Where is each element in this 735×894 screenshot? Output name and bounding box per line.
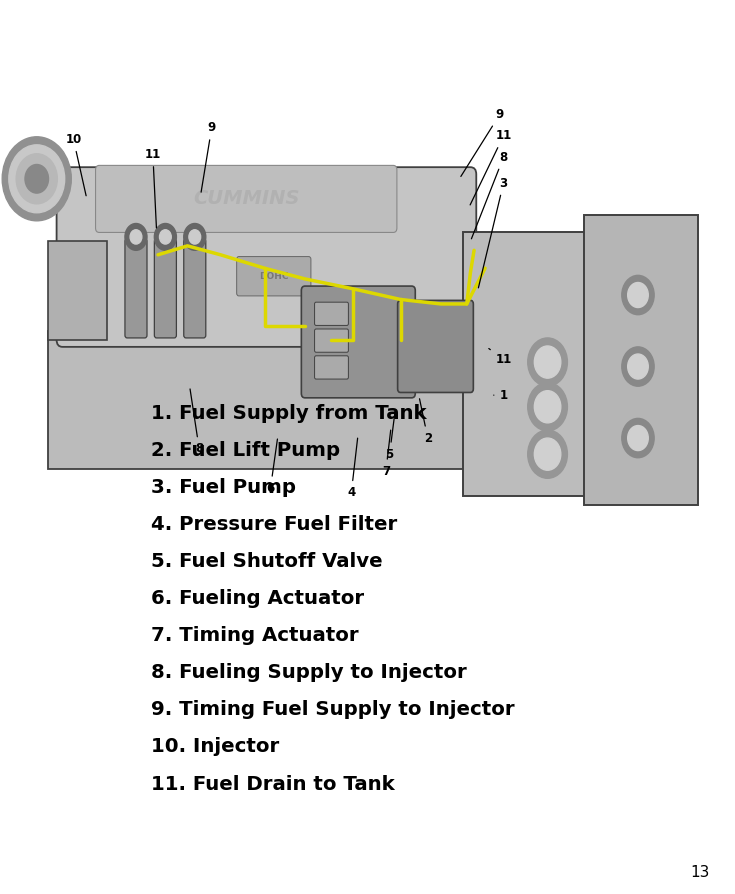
- Text: 11: 11: [145, 148, 161, 228]
- Text: 4: 4: [347, 438, 358, 499]
- Circle shape: [628, 283, 648, 308]
- Circle shape: [622, 275, 654, 315]
- Circle shape: [9, 145, 65, 213]
- Text: 6. Fueling Actuator: 6. Fueling Actuator: [151, 589, 364, 608]
- Circle shape: [534, 346, 561, 378]
- Text: 6: 6: [266, 439, 277, 494]
- Circle shape: [25, 164, 49, 193]
- Bar: [584, 215, 698, 505]
- Text: 9: 9: [461, 108, 504, 176]
- Circle shape: [125, 224, 147, 250]
- Circle shape: [159, 230, 171, 244]
- Circle shape: [628, 354, 648, 379]
- Text: 11. Fuel Drain to Tank: 11. Fuel Drain to Tank: [151, 774, 395, 794]
- Circle shape: [534, 438, 561, 470]
- Circle shape: [130, 230, 142, 244]
- Circle shape: [2, 137, 71, 221]
- Bar: [48, 241, 107, 340]
- FancyBboxPatch shape: [184, 239, 206, 338]
- Text: CUMMINS: CUMMINS: [193, 189, 299, 208]
- Text: 8: 8: [190, 389, 204, 455]
- Text: 3. Fuel Pump: 3. Fuel Pump: [151, 477, 295, 497]
- FancyBboxPatch shape: [237, 257, 311, 296]
- Text: 8: 8: [471, 151, 508, 239]
- Circle shape: [16, 154, 57, 204]
- Circle shape: [528, 338, 567, 386]
- Circle shape: [534, 391, 561, 423]
- Bar: [48, 331, 496, 469]
- FancyBboxPatch shape: [315, 302, 348, 325]
- Text: 10. Injector: 10. Injector: [151, 738, 279, 756]
- FancyBboxPatch shape: [301, 286, 415, 398]
- Text: 5: 5: [385, 411, 395, 460]
- FancyBboxPatch shape: [398, 300, 473, 392]
- FancyBboxPatch shape: [315, 329, 348, 352]
- FancyBboxPatch shape: [154, 239, 176, 338]
- Text: 2. Fuel Lift Pump: 2. Fuel Lift Pump: [151, 441, 340, 460]
- Text: 2: 2: [420, 399, 432, 444]
- Circle shape: [528, 383, 567, 431]
- Circle shape: [622, 347, 654, 386]
- Circle shape: [184, 224, 206, 250]
- FancyBboxPatch shape: [125, 239, 147, 338]
- Text: 5. Fuel Shutoff Valve: 5. Fuel Shutoff Valve: [151, 552, 382, 571]
- Circle shape: [154, 224, 176, 250]
- FancyBboxPatch shape: [57, 167, 476, 347]
- Circle shape: [528, 430, 567, 478]
- Text: 8. Fueling Supply to Injector: 8. Fueling Supply to Injector: [151, 663, 467, 682]
- Circle shape: [628, 426, 648, 451]
- Text: 11: 11: [489, 349, 512, 366]
- FancyBboxPatch shape: [96, 165, 397, 232]
- Text: 9. Timing Fuel Supply to Injector: 9. Timing Fuel Supply to Injector: [151, 700, 514, 720]
- FancyBboxPatch shape: [315, 356, 348, 379]
- Circle shape: [622, 418, 654, 458]
- Text: 4. Pressure Fuel Filter: 4. Pressure Fuel Filter: [151, 515, 397, 534]
- Bar: [463, 232, 592, 496]
- Circle shape: [189, 230, 201, 244]
- Text: 1. Fuel Supply from Tank: 1. Fuel Supply from Tank: [151, 403, 426, 423]
- Text: DOHC: DOHC: [259, 272, 289, 281]
- Text: 7: 7: [381, 430, 391, 477]
- Text: 13: 13: [690, 864, 709, 880]
- Text: 3: 3: [478, 177, 508, 288]
- Text: 11: 11: [470, 130, 512, 205]
- Text: 1: 1: [494, 389, 508, 401]
- Text: 10: 10: [65, 133, 86, 196]
- Text: 9: 9: [201, 122, 216, 192]
- Text: 7. Timing Actuator: 7. Timing Actuator: [151, 626, 358, 645]
